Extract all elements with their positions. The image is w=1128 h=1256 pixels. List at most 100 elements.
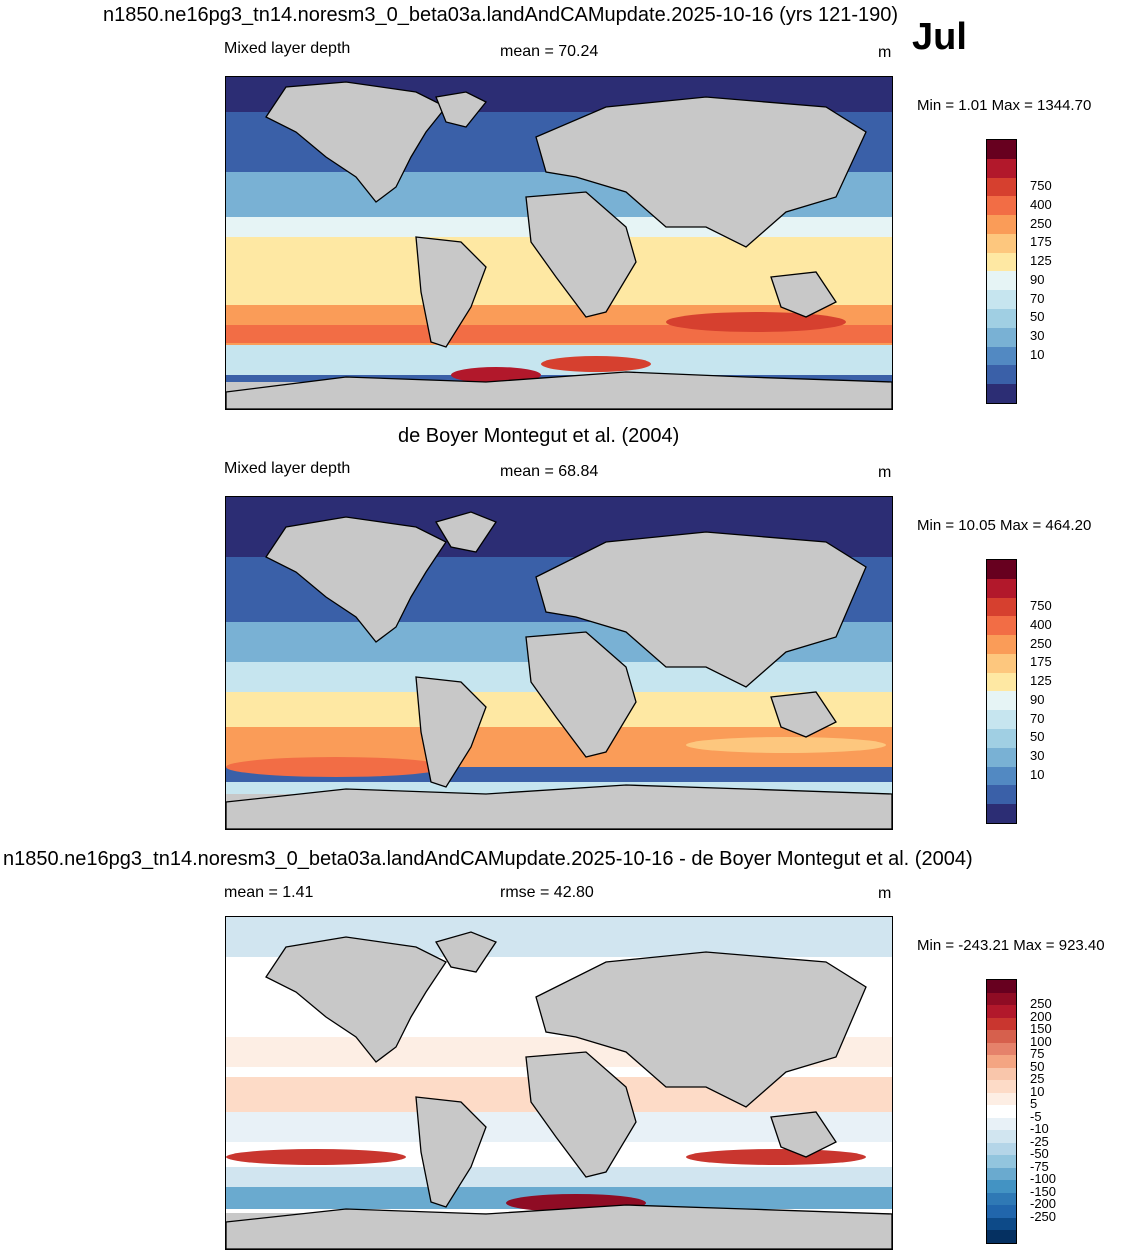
colorbar-tick-label: 30 <box>1030 328 1045 344</box>
colorbar-swatch <box>987 1080 1016 1093</box>
colorbar-swatch <box>987 1217 1016 1231</box>
colorbar-tick-label: 250 <box>1030 996 1052 1012</box>
colorbar-swatch <box>987 1180 1016 1193</box>
colorbar-swatch <box>987 578 1016 598</box>
panel-obs-title: de Boyer Montegut et al. (2004) <box>398 425 680 447</box>
colorbar-swatch <box>987 233 1016 253</box>
colorbar-tick-label: -10 <box>1030 1121 1049 1137</box>
colorbar-tick-label: 10 <box>1030 347 1045 363</box>
colorbar-tick-label: 70 <box>1030 290 1045 306</box>
colorbar-swatch <box>987 1017 1016 1031</box>
colorbar-swatch <box>987 1117 1016 1131</box>
colorbar-swatch <box>987 177 1016 197</box>
colorbar-tick-label: 70 <box>1030 710 1045 726</box>
colorbar-swatch <box>987 597 1016 617</box>
panel-model-mean-label: mean = 70.24 <box>500 43 599 60</box>
colorbar-tick-label: 90 <box>1030 271 1045 287</box>
colorbar-tick-label: 50 <box>1030 309 1045 325</box>
colorbar-tick-label: 50 <box>1030 1058 1045 1074</box>
colorbar-swatch <box>987 1092 1016 1106</box>
colorbar-swatch <box>987 1167 1016 1181</box>
panel-diff-title: n1850.ne16pg3_tn14.noresm3_0_beta03a.lan… <box>3 848 973 870</box>
panel-obs-map-field <box>226 497 892 829</box>
colorbar-tick-label: 400 <box>1030 616 1052 632</box>
colorbar-tick-label: 750 <box>1030 597 1052 613</box>
colorbar-tick-label: -200 <box>1030 1196 1057 1212</box>
panel-obs-map <box>225 496 893 830</box>
panel-model-colorbar <box>986 139 1017 404</box>
panel-model-map <box>225 76 893 410</box>
panel-obs-minmax: Min = 10.05 Max = 464.20 <box>917 517 1092 534</box>
colorbar-tick-label: 150 <box>1030 1021 1052 1037</box>
colorbar-swatch <box>987 1042 1016 1056</box>
colorbar-swatch <box>987 1105 1016 1118</box>
colorbar-tick-label: 75 <box>1030 1046 1045 1062</box>
colorbar-swatch <box>987 729 1016 748</box>
colorbar-tick-label: 90 <box>1030 691 1045 707</box>
colorbar-tick-label: 750 <box>1030 177 1052 193</box>
colorbar-swatch <box>987 710 1016 730</box>
colorbar-tick-label: 100 <box>1030 1033 1052 1049</box>
colorbar-swatch <box>987 290 1016 310</box>
colorbar-tick-label: 250 <box>1030 635 1052 651</box>
colorbar-tick-label: 175 <box>1030 654 1052 670</box>
panel-model-minmax: Min = 1.01 Max = 1344.70 <box>917 97 1092 114</box>
figure-title: n1850.ne16pg3_tn14.noresm3_0_beta03a.lan… <box>103 4 899 26</box>
colorbar-swatch <box>987 804 1016 823</box>
colorbar-swatch <box>987 271 1016 291</box>
panel-diff-minmax: Min = -243.21 Max = 923.40 <box>917 937 1105 954</box>
panel-obs-unit-label: m <box>878 464 892 481</box>
colorbar-tick-label: 200 <box>1030 1008 1052 1024</box>
colorbar-swatch <box>987 1005 1016 1018</box>
panel-diff-colorbar <box>986 979 1017 1244</box>
colorbar-swatch <box>987 1230 1016 1243</box>
colorbar-swatch <box>987 766 1016 786</box>
colorbar-swatch <box>987 1155 1016 1168</box>
colorbar-swatch <box>987 980 1016 993</box>
colorbar-swatch <box>987 635 1016 654</box>
colorbar-tick-label: -50 <box>1030 1146 1049 1162</box>
colorbar-swatch <box>987 672 1016 692</box>
panel-model-map-field <box>226 77 892 409</box>
panel-model-unit-label: m <box>878 44 892 61</box>
month-label: Jul <box>912 16 967 58</box>
colorbar-swatch <box>987 785 1016 805</box>
colorbar-tick-label: 125 <box>1030 253 1052 269</box>
colorbar-swatch <box>987 196 1016 216</box>
colorbar-tick-label: 50 <box>1030 729 1045 745</box>
colorbar-tick-label: -250 <box>1030 1208 1057 1224</box>
colorbar-tick-label: 125 <box>1030 673 1052 689</box>
colorbar-swatch <box>987 346 1016 366</box>
colorbar-swatch <box>987 1205 1016 1218</box>
colorbar-swatch <box>987 1055 1016 1068</box>
colorbar-tick-label: -75 <box>1030 1158 1049 1174</box>
colorbar-swatch <box>987 691 1016 711</box>
panel-diff-unit-label: m <box>878 885 892 902</box>
colorbar-swatch <box>987 327 1016 347</box>
colorbar-tick-label: -150 <box>1030 1183 1057 1199</box>
colorbar-swatch <box>987 1192 1016 1206</box>
colorbar-swatch <box>987 1030 1016 1043</box>
colorbar-tick-label: -25 <box>1030 1133 1049 1149</box>
colorbar-swatch <box>987 158 1016 178</box>
colorbar-swatch <box>987 252 1016 272</box>
colorbar-tick-label: -5 <box>1030 1108 1042 1124</box>
colorbar-swatch <box>987 365 1016 385</box>
panel-obs-colorbar <box>986 559 1017 824</box>
colorbar-swatch <box>987 992 1016 1006</box>
colorbar-tick-label: 175 <box>1030 234 1052 250</box>
colorbar-tick-label: 400 <box>1030 196 1052 212</box>
colorbar-tick-label: 5 <box>1030 1096 1038 1112</box>
colorbar-swatch <box>987 747 1016 767</box>
colorbar-swatch <box>987 309 1016 328</box>
colorbar-swatch <box>987 140 1016 159</box>
panel-obs-variable-label: Mixed layer depth <box>224 460 351 477</box>
colorbar-swatch <box>987 1067 1016 1081</box>
colorbar-swatch <box>987 1142 1016 1156</box>
colorbar-swatch <box>987 1130 1016 1143</box>
colorbar-tick-label: 10 <box>1030 767 1045 783</box>
colorbar-swatch <box>987 384 1016 403</box>
colorbar-swatch <box>987 653 1016 673</box>
colorbar-swatch <box>987 616 1016 636</box>
colorbar-tick-label: 25 <box>1030 1071 1045 1087</box>
